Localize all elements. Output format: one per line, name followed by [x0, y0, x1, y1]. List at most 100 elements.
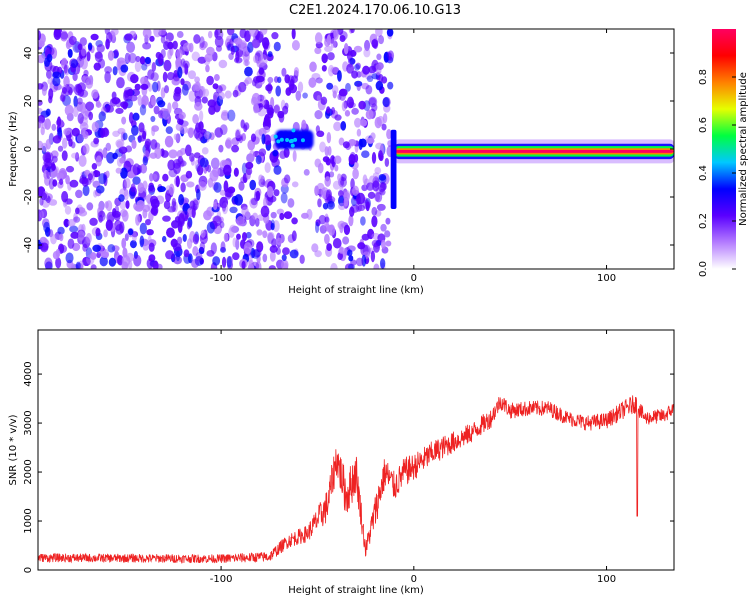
heat-blob [95, 99, 101, 107]
heat-blob [345, 82, 351, 92]
heat-blob [90, 252, 97, 260]
heat-blob [209, 132, 215, 141]
heat-blob [365, 84, 373, 95]
spectrogram-xtick-label: 100 [597, 273, 616, 284]
heat-blob [349, 57, 356, 65]
heat-blob [177, 66, 183, 79]
heat-blob [105, 200, 113, 212]
heat-blob [206, 75, 214, 86]
heat-blob [243, 242, 252, 255]
heat-blob [384, 230, 391, 238]
heat-blob [192, 233, 200, 245]
heat-blob [150, 173, 158, 181]
heat-blob [82, 130, 89, 140]
heat-blob [225, 137, 233, 150]
heat-blob [277, 110, 285, 119]
heat-blob [256, 229, 263, 236]
heat-blob [368, 65, 377, 74]
heat-blob [48, 95, 53, 104]
heat-blob [127, 171, 135, 179]
heat-blob [240, 176, 247, 184]
heat-blob [163, 59, 172, 72]
heat-blob [104, 29, 111, 35]
heat-blob [214, 127, 223, 138]
heat-blob [82, 143, 90, 155]
heat-blob [79, 89, 89, 98]
heat-blob [131, 125, 139, 136]
heat-blob [380, 223, 387, 232]
heat-blob [90, 33, 99, 41]
heat-blob [191, 207, 196, 219]
heat-blob [321, 64, 327, 72]
heat-blob [48, 177, 55, 190]
heat-blob [210, 157, 220, 170]
heat-blob [82, 256, 91, 267]
heat-blob [49, 132, 54, 144]
heat-blob [290, 75, 299, 83]
heat-blob [358, 100, 366, 110]
heat-blob [63, 218, 70, 227]
heat-blob [295, 90, 302, 101]
heat-blob [160, 35, 166, 44]
heat-blob [121, 255, 131, 267]
heat-blob [180, 182, 186, 193]
heat-blob [378, 150, 383, 161]
heat-feature-dot [289, 138, 294, 143]
heat-blob [269, 250, 276, 262]
heat-blob [199, 42, 207, 51]
heat-blob [165, 250, 175, 260]
heat-blob [262, 126, 271, 134]
heat-blob [373, 242, 380, 253]
heat-blob [82, 184, 90, 197]
heat-blob [112, 66, 118, 76]
spectrogram-xlabel: Height of straight line (km) [288, 285, 424, 296]
snr-xtick-label: 0 [411, 574, 417, 585]
heat-blob [104, 66, 113, 74]
heat-blob [139, 163, 148, 174]
heat-blob [188, 90, 197, 102]
heat-blob [280, 192, 288, 204]
heat-blob [139, 235, 145, 248]
heat-blob [72, 72, 78, 82]
heat-blob [250, 133, 257, 143]
heat-blob [212, 215, 222, 227]
heat-blob [324, 216, 330, 224]
heat-blob [79, 37, 87, 47]
heat-blob [132, 112, 140, 121]
heat-blob [186, 181, 195, 188]
heat-blob [199, 157, 209, 168]
heat-blob [187, 70, 197, 80]
heat-blob [65, 165, 75, 173]
heat-blob [375, 80, 384, 91]
heat-blob [98, 111, 106, 122]
heat-blob [381, 123, 387, 131]
heat-region-noise [38, 29, 395, 269]
heat-blob [167, 206, 176, 213]
heat-blob [220, 111, 230, 121]
heat-blob [386, 129, 392, 140]
heat-blob [39, 210, 45, 219]
heat-blob [142, 29, 152, 39]
heat-blob [149, 35, 155, 42]
heat-blob [272, 149, 279, 157]
heat-blob [232, 89, 239, 98]
heat-blob [385, 240, 392, 247]
heat-blob [316, 130, 325, 138]
heat-blob [128, 52, 137, 64]
heat-blob [112, 130, 120, 137]
heat-blob [223, 232, 229, 243]
heat-blob [352, 185, 359, 196]
heat-blob [379, 188, 386, 196]
heat-blob [260, 29, 268, 36]
heat-blob [261, 95, 266, 106]
heat-blob [102, 101, 112, 112]
heat-blob [387, 81, 394, 90]
heat-blob [120, 101, 129, 109]
heat-blob [168, 183, 175, 196]
heat-blob [164, 85, 169, 94]
heat-band-layer [394, 149, 674, 153]
heat-blob [198, 246, 205, 255]
heat-blob [150, 115, 156, 123]
heat-blob [189, 152, 195, 162]
